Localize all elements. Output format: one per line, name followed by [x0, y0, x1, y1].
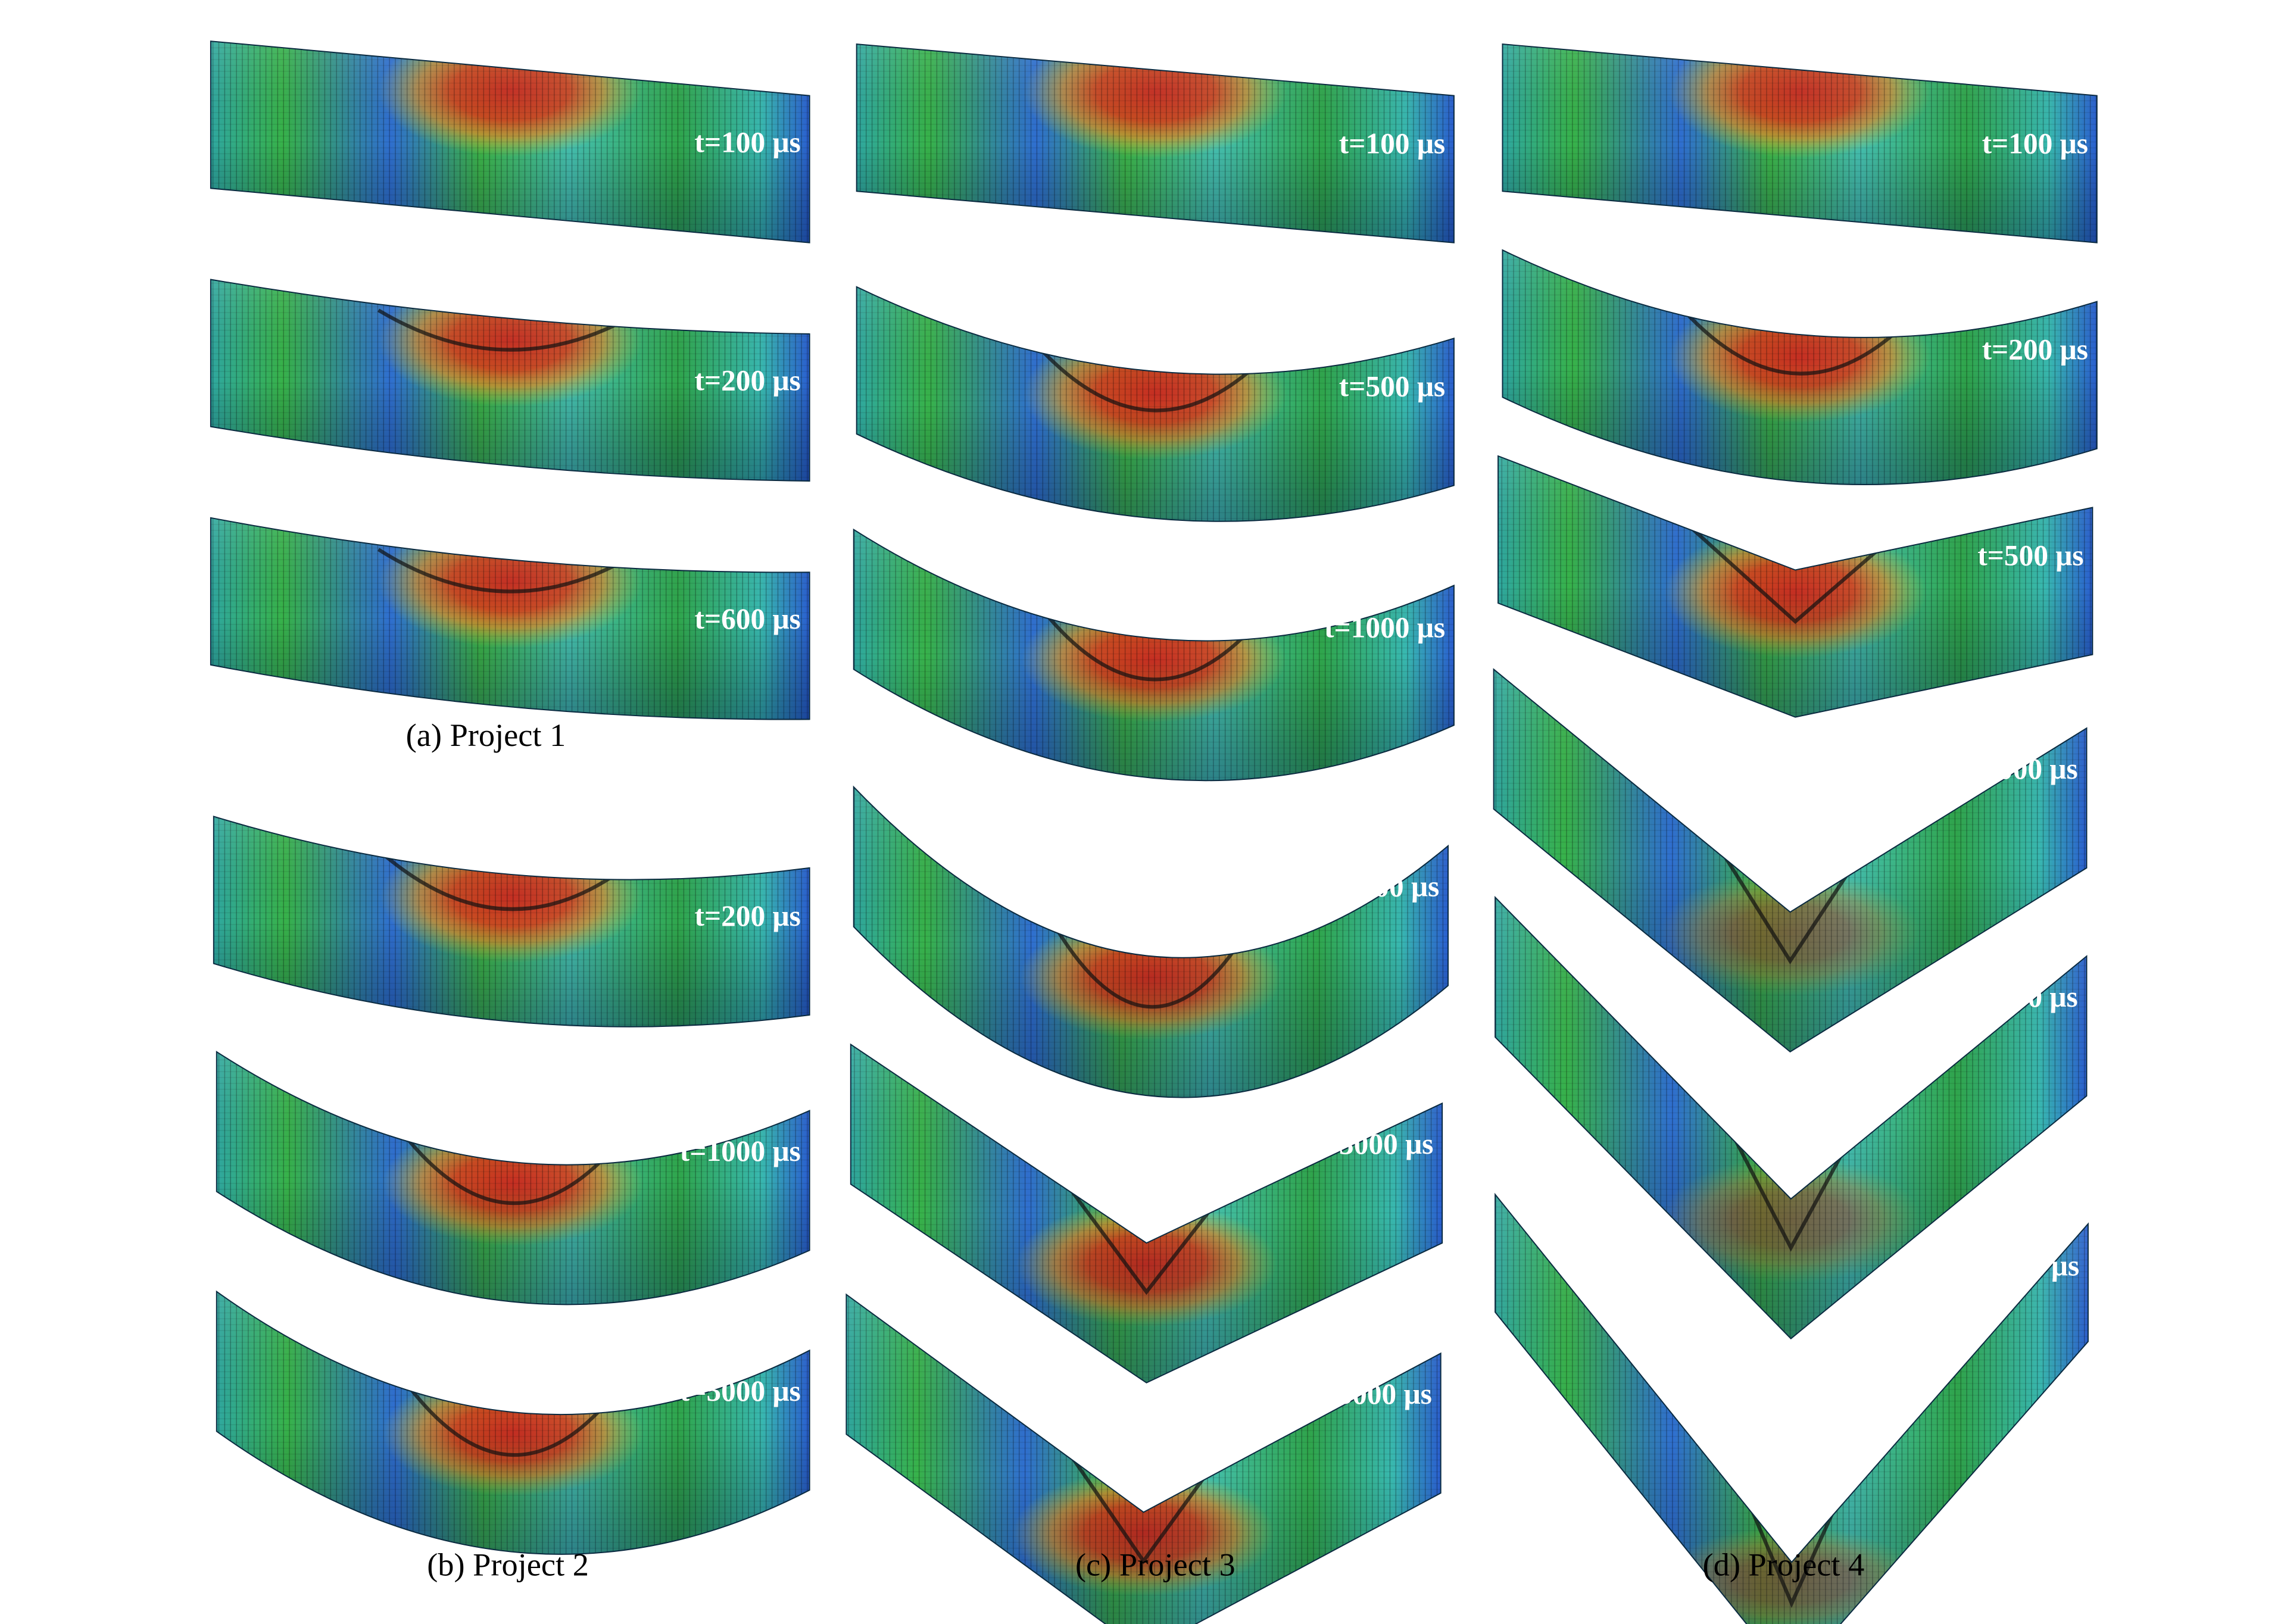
time-label: t=100 μs — [1339, 127, 1445, 160]
shading — [1495, 1194, 2088, 1624]
pipe-frame: t=600 μs — [210, 517, 810, 720]
pipe-outline — [210, 40, 810, 243]
pipe-outline — [210, 517, 810, 720]
pipe-frame: t=1000 μs — [216, 1050, 810, 1306]
shading — [210, 279, 810, 482]
pipe-frame: t=500 μs — [1497, 455, 2094, 718]
pipe-outline — [853, 528, 1455, 782]
shading — [1498, 456, 2093, 717]
shading — [216, 1051, 810, 1305]
pipe-frame: t=3000 μs — [850, 1043, 1443, 1383]
pipe-frame: t=100 μs — [856, 43, 1455, 243]
panel: t=200 μs t=1000 μs t=5000 μs (b) Project 2 — [213, 816, 810, 1582]
pipe-outline — [1493, 668, 2088, 1053]
panel: t=100 μs t=200 μs t=600 μs (a) Project 1 — [210, 40, 810, 753]
time-label: t=500 μs — [1339, 370, 1445, 402]
dent-edge — [379, 850, 644, 911]
pipe-frame: t=5000 μs — [216, 1290, 810, 1555]
shading — [853, 529, 1454, 781]
pipe-outline — [1495, 895, 2088, 1339]
panel-caption: (b) Project 2 — [427, 1547, 589, 1582]
pipe-outline — [1502, 249, 2098, 485]
shading — [1502, 44, 2097, 243]
shading — [856, 44, 1454, 243]
time-label: t=5000 μs — [680, 1375, 801, 1407]
shading — [1493, 669, 2087, 1052]
dent-edge — [377, 548, 643, 594]
time-label: t=200 μs — [694, 900, 800, 932]
time-label: t=500 μs — [1977, 539, 2083, 571]
time-label: t=1000 μs — [1324, 611, 1445, 644]
pipe-frame: t=1000 μs — [853, 528, 1455, 782]
time-label: t=5000 μs — [1957, 980, 2078, 1013]
shading — [846, 1294, 1441, 1624]
shading — [850, 1044, 1443, 1383]
pipe-outline — [1502, 43, 2098, 243]
pipe-outline — [216, 1050, 810, 1306]
pipe-outline — [856, 286, 1455, 522]
panel-caption: (d) Project 4 — [1703, 1547, 1865, 1582]
pipe-frame: t=2000 μs — [853, 785, 1449, 1098]
time-label: t=200 μs — [694, 364, 800, 397]
time-label: t=100 μs — [694, 126, 800, 158]
shading — [210, 41, 810, 243]
pipe-outline — [846, 1293, 1442, 1624]
pipe-frame: t=200 μs — [213, 816, 810, 1028]
pipe-frame: t=5000 μs — [1495, 895, 2088, 1339]
time-label: t=3000 μs — [1312, 1128, 1433, 1160]
pipe-frame: t=200 μs — [1502, 249, 2098, 485]
pipe-outline — [850, 1043, 1443, 1383]
pipe-outline — [1495, 1192, 2089, 1624]
shading — [210, 517, 810, 720]
dent-edge — [377, 308, 643, 352]
pipe-outline — [213, 816, 810, 1028]
panel-caption: (a) Project 1 — [406, 717, 566, 753]
pipe-frame: t=5000 μs — [846, 1293, 1442, 1624]
pipe-outline — [856, 43, 1455, 243]
pipe-frame: t=2000 μs — [1493, 668, 2088, 1053]
shading — [216, 1291, 810, 1554]
pipe-outline — [1497, 455, 2094, 718]
time-label: t=1000 μs — [680, 1135, 801, 1167]
pipe-outline — [853, 785, 1449, 1098]
panel-caption: (c) Project 3 — [1075, 1547, 1236, 1582]
shading — [856, 286, 1454, 521]
shading — [213, 816, 810, 1027]
pipe-frame: t=500 μs — [856, 286, 1455, 522]
pipe-frame: t=100 μs — [1502, 43, 2098, 243]
time-label: t=5000 μs — [1311, 1378, 1432, 1410]
time-label: t=2000 μs — [1318, 870, 1439, 902]
time-label: t=8000 μs — [1958, 1249, 2079, 1282]
panels: t=100 μs t=200 μs t=600 μs (a) Project 1 t=2… — [210, 40, 2098, 1624]
pipe-outline — [210, 279, 810, 482]
pipe-outline — [216, 1290, 810, 1555]
shading — [1502, 250, 2097, 485]
time-label: t=200 μs — [1982, 333, 2088, 366]
panel: t=100 μs t=500 μs t=1000 μs t=2000 μs t=3000… — [846, 43, 1455, 1624]
time-label: t=600 μs — [694, 602, 800, 635]
time-label: t=100 μs — [1982, 127, 2088, 160]
shading — [853, 786, 1449, 1098]
panel: t=100 μs t=200 μs t=500 μs t=2000 μs t=5000 … — [1493, 43, 2098, 1624]
pipe-frame: t=200 μs — [210, 279, 810, 482]
time-label: t=2000 μs — [1957, 752, 2078, 785]
pipe-frame: t=100 μs — [210, 40, 810, 243]
